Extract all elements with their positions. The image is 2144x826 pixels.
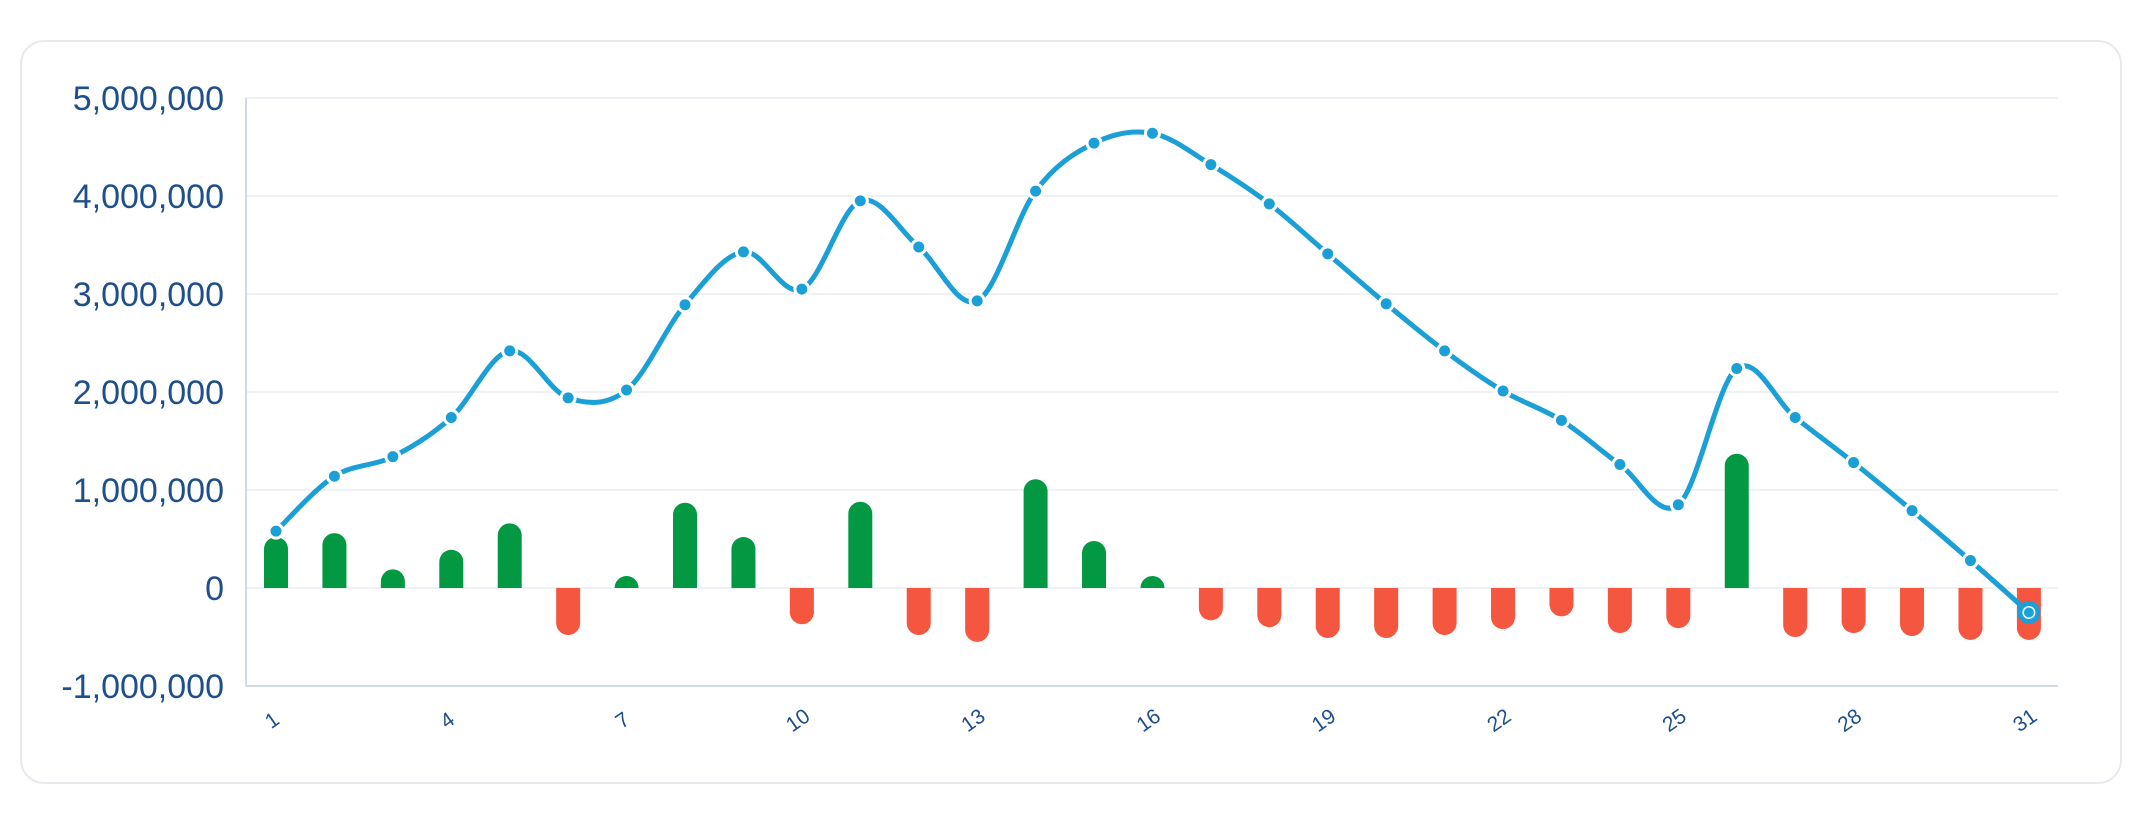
- bar: [906, 588, 931, 636]
- x-tick-label: 19: [1308, 705, 1340, 737]
- line-point: [1903, 502, 1921, 520]
- line-point: [442, 408, 460, 426]
- line-point: [1085, 134, 1103, 152]
- line-point: [1027, 182, 1045, 200]
- grid-lines: [246, 97, 2058, 589]
- x-axis: 1 4 7 10 13 16 19 22 25 28 31: [246, 685, 2058, 737]
- line-point: [1260, 195, 1278, 213]
- line-point: [384, 448, 402, 466]
- y-tick-label: -1,000,000: [61, 668, 224, 706]
- bar: [614, 576, 639, 588]
- bar: [497, 523, 522, 588]
- line-point: [968, 292, 986, 310]
- x-tick-label: 31: [2009, 705, 2041, 737]
- bar: [965, 588, 990, 642]
- line-point: [1436, 342, 1454, 360]
- bar-series: [264, 453, 2041, 642]
- line-point: [1961, 552, 1979, 570]
- x-tick-label: 13: [957, 705, 989, 737]
- bar: [1198, 588, 1223, 621]
- line-point: [1728, 359, 1746, 377]
- bar: [1549, 588, 1574, 617]
- bar: [1958, 588, 1983, 640]
- line-point: [1611, 456, 1629, 474]
- line-point: [793, 280, 811, 298]
- bar: [439, 549, 464, 588]
- bar: [1900, 588, 1925, 637]
- line-points: [267, 124, 2041, 624]
- line-point: [325, 467, 343, 485]
- bar: [731, 537, 756, 588]
- line-point: [618, 381, 636, 399]
- bar: [264, 537, 288, 588]
- line-series: [273, 129, 2032, 615]
- line-point: [1377, 295, 1395, 313]
- x-tick-label: 28: [1834, 705, 1866, 737]
- bar: [380, 569, 405, 588]
- x-tick-label: 16: [1133, 705, 1165, 737]
- bar: [789, 588, 814, 625]
- x-tick-label: 25: [1658, 705, 1690, 737]
- line-point: [267, 522, 285, 540]
- x-tick-label: 1: [261, 708, 284, 734]
- bar: [556, 588, 581, 636]
- series-line: [273, 129, 2032, 615]
- line-point: [851, 192, 869, 210]
- y-axis: 5,000,000 4,000,000 3,000,000 2,000,000 1,00…: [61, 80, 247, 706]
- bar: [1140, 576, 1165, 588]
- line-point: [1319, 245, 1337, 263]
- bar: [1724, 453, 1749, 588]
- bar: [848, 501, 873, 588]
- bar: [1023, 479, 1048, 588]
- y-tick-label: 2,000,000: [73, 374, 224, 412]
- line-point: [734, 243, 752, 261]
- line-point: [1552, 411, 1570, 429]
- line-point: [1143, 124, 1161, 142]
- bar: [1257, 588, 1282, 628]
- x-tick-label: 7: [611, 708, 634, 734]
- y-tick-label: 4,000,000: [73, 178, 224, 216]
- bar: [1666, 588, 1691, 629]
- line-point: [501, 342, 519, 360]
- bar: [1432, 588, 1457, 636]
- bar: [673, 502, 698, 588]
- bar: [1783, 588, 1808, 637]
- chart-card: [20, 40, 2122, 784]
- bar: [1082, 540, 1107, 588]
- bar: [1374, 588, 1399, 638]
- line-point: [910, 238, 928, 256]
- x-tick-label: 22: [1483, 705, 1515, 737]
- line-point: [559, 389, 577, 407]
- x-tick-label: 4: [436, 708, 459, 734]
- line-point: [676, 296, 694, 314]
- line-point: [1669, 496, 1687, 514]
- y-tick-label: 0: [205, 570, 224, 608]
- line-point-center: [2023, 607, 2034, 618]
- bar: [1607, 588, 1632, 634]
- bar: [1491, 588, 1516, 630]
- y-tick-label: 5,000,000: [73, 80, 224, 118]
- bar: [322, 533, 347, 588]
- line-point: [1202, 156, 1220, 174]
- line-point: [1845, 454, 1863, 472]
- bar: [1841, 588, 1866, 634]
- bar: [1315, 588, 1340, 638]
- y-tick-label: 1,000,000: [73, 472, 224, 510]
- line-point: [1786, 408, 1804, 426]
- line-point: [1494, 382, 1512, 400]
- x-tick-label: 10: [782, 705, 814, 737]
- y-tick-label: 3,000,000: [73, 276, 224, 314]
